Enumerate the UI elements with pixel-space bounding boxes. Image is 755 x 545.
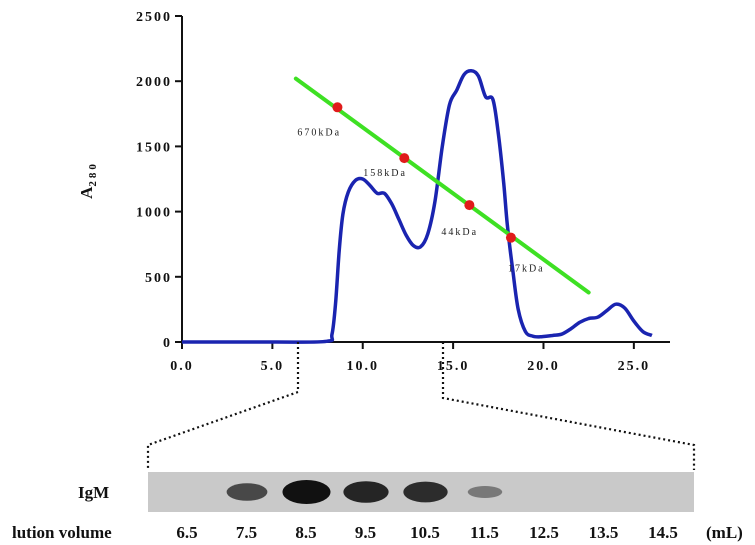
chart-axes: [181, 16, 670, 343]
gel-band: [403, 481, 448, 503]
x-tick-label: 15.0: [437, 359, 470, 374]
gel-lane-label: 14.5: [648, 523, 678, 542]
x-ticks: 0.0 5.0 10.0 15.0 20.0 25.0: [170, 342, 651, 374]
y-axis-label: A280: [77, 161, 99, 199]
x-tick-label: 5.0: [261, 359, 285, 374]
y-tick-label: 2500: [136, 10, 172, 25]
gel-band: [226, 483, 268, 501]
gel-axis-label: lution volume: [12, 523, 112, 542]
gel-band: [282, 480, 331, 504]
gel-bands: [226, 480, 503, 504]
svg-text:A280: A280: [77, 161, 99, 199]
x-tick-label: 0.0: [170, 359, 194, 374]
y-tick-label: 500: [145, 271, 172, 286]
zoom-connectors: [146, 342, 696, 470]
series-layer: [181, 69, 653, 344]
mw-marker-label: 158kDa: [363, 168, 407, 179]
mw-marker-point: [505, 232, 516, 243]
mw-marker-label: 670kDa: [297, 127, 341, 138]
y-tick-label: 1000: [136, 206, 172, 221]
y-axis-label-main: A: [77, 186, 96, 199]
x-tick-label: 20.0: [527, 359, 560, 374]
y-tick-label: 0: [163, 336, 172, 351]
mw-marker-point: [464, 200, 475, 211]
x-tick-label: 10.0: [346, 359, 379, 374]
mw-marker-label: 44kDa: [441, 227, 478, 238]
mw-marker-label: 17kDa: [508, 264, 545, 275]
gel-lane-label: 10.5: [410, 523, 440, 542]
mw-marker-point: [399, 153, 410, 164]
gel-lane-label: 12.5: [529, 523, 559, 542]
zoom-connector-left: [146, 342, 300, 470]
gel-lane-label: 13.5: [589, 523, 619, 542]
y-tick-label: 1500: [136, 140, 172, 155]
x-tick-label: 25.0: [618, 359, 651, 374]
mw-marker-point: [332, 102, 343, 113]
y-tick-label: 2000: [136, 75, 172, 90]
gel-unit-label: (mL): [706, 523, 743, 542]
calibration-layer: [293, 76, 591, 295]
gel-panel: IgM lution volume 6.5 7.5 8.5 9.5 10.5 11.5 12…: [12, 472, 743, 542]
gel-row-label: IgM: [78, 483, 109, 502]
gel-band: [343, 481, 389, 503]
gel-lane-label: 6.5: [176, 523, 197, 542]
marker-layer: 670kDa 158kDa 44kDa 17kDa: [297, 102, 545, 275]
absorbance-trace: [181, 69, 653, 344]
gel-lane-label: 8.5: [295, 523, 316, 542]
gel-band: [467, 486, 503, 498]
calibration-line: [293, 76, 591, 295]
y-ticks: 0 500 1000 1500 2000 2500: [136, 10, 182, 351]
y-axis-label-sub: 280: [87, 161, 99, 187]
zoom-connector-right: [441, 342, 696, 470]
gel-lane-labels: 6.5 7.5 8.5 9.5 10.5 11.5 12.5 13.5 14.5: [176, 523, 678, 542]
gel-lane-label: 7.5: [236, 523, 257, 542]
gel-lane-label: 9.5: [355, 523, 376, 542]
gel-lane-label: 11.5: [470, 523, 499, 542]
